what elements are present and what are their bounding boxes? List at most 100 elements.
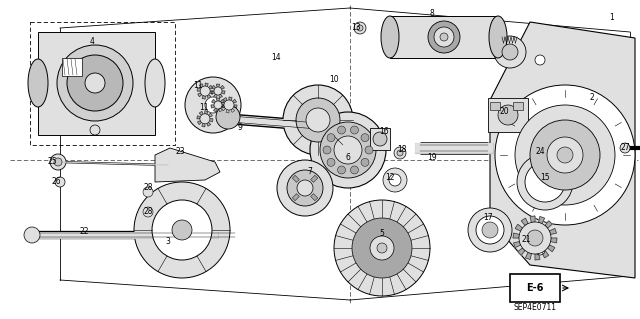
Ellipse shape xyxy=(381,16,399,58)
Text: 9: 9 xyxy=(237,123,243,132)
Circle shape xyxy=(327,158,335,166)
Circle shape xyxy=(55,177,65,187)
Ellipse shape xyxy=(489,16,507,58)
Polygon shape xyxy=(549,228,556,234)
Polygon shape xyxy=(226,110,229,113)
Polygon shape xyxy=(207,95,211,99)
Circle shape xyxy=(354,22,366,34)
Circle shape xyxy=(495,85,635,225)
Polygon shape xyxy=(219,108,222,112)
Polygon shape xyxy=(545,221,552,228)
Circle shape xyxy=(143,187,153,197)
Polygon shape xyxy=(221,107,225,111)
Circle shape xyxy=(143,207,153,217)
Circle shape xyxy=(57,45,133,121)
Text: 8: 8 xyxy=(429,10,435,19)
Text: 16: 16 xyxy=(379,128,389,137)
Polygon shape xyxy=(221,100,224,103)
Circle shape xyxy=(519,222,551,254)
Polygon shape xyxy=(518,248,525,255)
Bar xyxy=(490,102,500,110)
Circle shape xyxy=(323,146,331,154)
Circle shape xyxy=(334,136,362,164)
Polygon shape xyxy=(200,84,204,87)
Text: SEP4E0711: SEP4E0711 xyxy=(513,303,557,313)
Circle shape xyxy=(361,134,369,142)
Circle shape xyxy=(90,125,100,135)
Circle shape xyxy=(337,166,346,174)
Circle shape xyxy=(214,101,222,109)
Polygon shape xyxy=(216,98,220,101)
Polygon shape xyxy=(214,94,217,98)
Polygon shape xyxy=(155,148,220,182)
Polygon shape xyxy=(205,83,208,86)
Text: 11: 11 xyxy=(199,103,209,113)
Circle shape xyxy=(200,86,210,96)
Circle shape xyxy=(352,218,412,278)
Circle shape xyxy=(296,98,340,142)
Circle shape xyxy=(337,126,346,134)
Ellipse shape xyxy=(145,59,165,107)
Text: 12: 12 xyxy=(385,174,395,182)
Bar xyxy=(310,175,317,182)
Polygon shape xyxy=(547,245,555,252)
Circle shape xyxy=(200,114,210,124)
Polygon shape xyxy=(223,98,227,101)
Text: 28: 28 xyxy=(143,207,153,217)
Circle shape xyxy=(428,21,460,53)
Bar xyxy=(62,58,82,76)
Polygon shape xyxy=(211,91,214,94)
Circle shape xyxy=(224,100,234,110)
Circle shape xyxy=(297,180,313,196)
Polygon shape xyxy=(211,105,214,108)
Text: E-6: E-6 xyxy=(526,283,544,293)
Polygon shape xyxy=(234,105,237,108)
Circle shape xyxy=(498,105,518,125)
Circle shape xyxy=(370,236,394,260)
Circle shape xyxy=(351,166,358,174)
Circle shape xyxy=(394,147,406,159)
Polygon shape xyxy=(207,122,211,126)
Circle shape xyxy=(172,220,192,240)
Circle shape xyxy=(547,137,583,173)
Polygon shape xyxy=(221,105,225,108)
Circle shape xyxy=(535,195,545,205)
Text: 19: 19 xyxy=(427,153,437,162)
Circle shape xyxy=(205,97,221,113)
Circle shape xyxy=(361,158,369,166)
Circle shape xyxy=(365,146,373,154)
Circle shape xyxy=(327,134,335,142)
Circle shape xyxy=(540,140,556,156)
Bar xyxy=(292,175,300,182)
Polygon shape xyxy=(216,84,220,87)
Circle shape xyxy=(535,245,545,255)
Polygon shape xyxy=(209,119,213,122)
Text: 27: 27 xyxy=(620,144,630,152)
Ellipse shape xyxy=(28,59,48,107)
Circle shape xyxy=(283,85,353,155)
Text: 1: 1 xyxy=(610,13,614,23)
Polygon shape xyxy=(232,99,236,103)
Text: 21: 21 xyxy=(521,235,531,244)
Circle shape xyxy=(620,143,630,153)
Circle shape xyxy=(557,147,573,163)
Circle shape xyxy=(482,222,498,238)
Circle shape xyxy=(214,87,222,95)
Circle shape xyxy=(527,230,543,246)
Circle shape xyxy=(306,108,330,132)
Polygon shape xyxy=(212,85,216,89)
Polygon shape xyxy=(522,218,528,226)
Polygon shape xyxy=(490,22,635,278)
Circle shape xyxy=(397,150,403,156)
Circle shape xyxy=(50,154,66,170)
Circle shape xyxy=(334,200,430,296)
Polygon shape xyxy=(550,238,557,243)
Circle shape xyxy=(517,154,573,210)
Polygon shape xyxy=(231,108,235,112)
Polygon shape xyxy=(542,250,548,258)
Circle shape xyxy=(134,182,230,278)
Circle shape xyxy=(24,227,40,243)
Polygon shape xyxy=(535,254,540,260)
Polygon shape xyxy=(539,217,545,224)
Circle shape xyxy=(373,132,387,146)
